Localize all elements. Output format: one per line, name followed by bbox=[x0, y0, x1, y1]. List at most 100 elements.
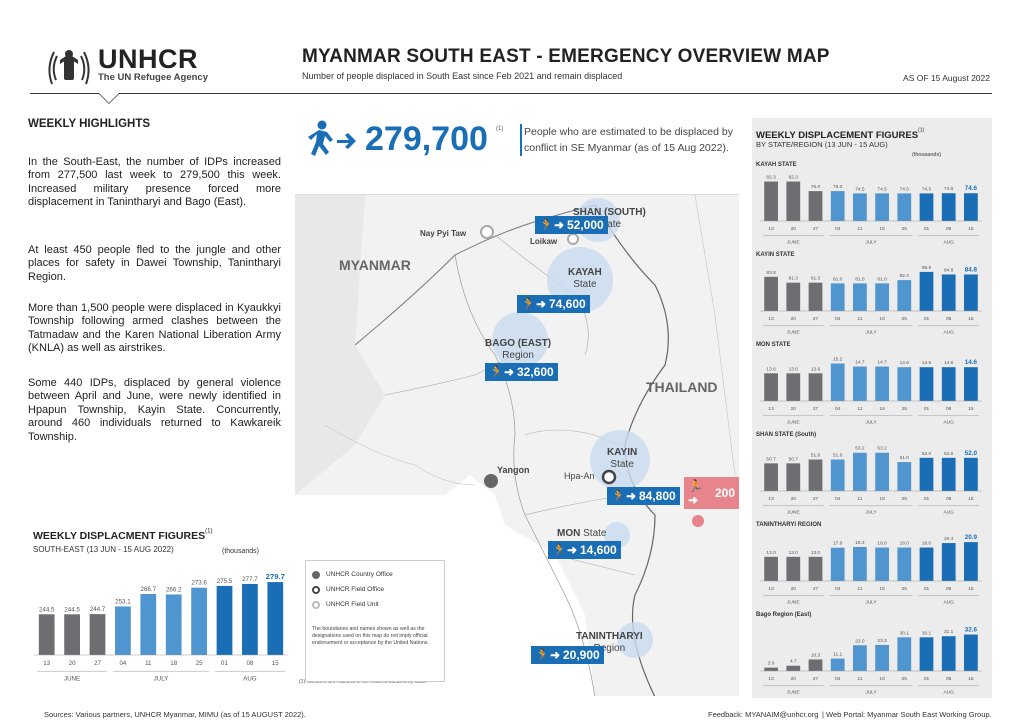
tick-label: 25 bbox=[902, 316, 908, 322]
tick-label: 15 bbox=[968, 586, 974, 592]
tick-label: 27 bbox=[813, 226, 819, 232]
tick-label: 01 bbox=[924, 586, 930, 592]
data-label: 51.6 bbox=[811, 453, 821, 459]
bar bbox=[216, 585, 233, 655]
bar bbox=[941, 636, 956, 671]
tick-label: 15 bbox=[968, 676, 974, 682]
month-label: JUNE bbox=[787, 600, 800, 606]
tick-label: 01 bbox=[221, 660, 228, 667]
data-label: 82.4 bbox=[900, 273, 910, 279]
bar bbox=[964, 193, 978, 221]
data-label: 11.1 bbox=[833, 652, 842, 658]
org-subtitle: The UN Refugee Agency bbox=[98, 72, 208, 83]
bar bbox=[64, 614, 80, 655]
page-title: MYANMAR SOUTH EAST - EMERGENCY OVERVIEW … bbox=[302, 46, 830, 67]
bar bbox=[764, 556, 778, 581]
data-label: 14.6 bbox=[965, 359, 978, 366]
bar bbox=[38, 614, 55, 655]
bar bbox=[165, 594, 182, 655]
person-arrow-icon: 🏃➜ bbox=[539, 218, 564, 232]
unhcr-emblem-icon bbox=[48, 50, 90, 85]
footer-portal: | Web Portal: Myanmar South East Working… bbox=[822, 710, 992, 719]
month-label: JULY bbox=[865, 420, 877, 426]
bar bbox=[808, 556, 823, 581]
data-label: 273.6 bbox=[191, 580, 207, 587]
field-unit-icon bbox=[312, 600, 320, 609]
data-label: 85.9 bbox=[922, 265, 932, 271]
bar bbox=[941, 543, 956, 581]
se-chart-title: WEEKLY DISPLACMENT FIGURES bbox=[33, 530, 206, 542]
state-label-tanintharyi: TANINTHARYI Region bbox=[576, 631, 643, 654]
bar bbox=[764, 373, 778, 401]
page-subtitle: Number of people displaced in South East… bbox=[302, 71, 623, 81]
se-chart-unit: (thousands) bbox=[222, 548, 259, 555]
data-label: 15.2 bbox=[833, 357, 843, 363]
data-label: 23.0 bbox=[855, 638, 865, 644]
data-label: 81.3 bbox=[789, 276, 799, 282]
bar bbox=[786, 181, 801, 221]
data-label: 81.3 bbox=[811, 276, 821, 282]
data-label: 266.2 bbox=[166, 586, 182, 593]
tick-label: 27 bbox=[813, 586, 819, 592]
tick-label: 18 bbox=[879, 316, 885, 322]
bar bbox=[897, 367, 912, 401]
bar bbox=[764, 181, 778, 221]
tick-label: 13 bbox=[768, 676, 774, 682]
data-label: 74.5 bbox=[877, 186, 887, 192]
bar bbox=[853, 193, 867, 221]
tick-label: 27 bbox=[813, 676, 819, 682]
person-arrow-icon: 🏃➜ bbox=[552, 543, 577, 557]
callout-mon: 🏃➜ 14,600 bbox=[548, 541, 621, 559]
data-label: 244.7 bbox=[90, 606, 106, 613]
tick-label: 20 bbox=[791, 316, 797, 322]
month-label: JULY bbox=[154, 675, 169, 682]
tick-label: 27 bbox=[94, 660, 101, 667]
tick-label: 20 bbox=[791, 676, 797, 682]
tick-label: 04 bbox=[835, 226, 841, 232]
data-label: 18.0 bbox=[922, 541, 932, 547]
state-charts-title-wrap: WEEKLY DISPLACEMENT FIGURES(1) bbox=[756, 127, 925, 141]
bar bbox=[964, 634, 978, 671]
tick-label: 01 bbox=[924, 316, 930, 322]
tick-label: 04 bbox=[835, 676, 841, 682]
bar bbox=[191, 587, 207, 655]
data-label: 18.3 bbox=[855, 540, 865, 546]
state-label-shan-south: SHAN (SOUTH) State bbox=[573, 207, 646, 230]
month-label: JULY bbox=[865, 240, 877, 246]
data-label: 74.6 bbox=[965, 185, 978, 192]
month-label: AUG bbox=[943, 600, 954, 606]
org-name: UNHCR bbox=[98, 44, 198, 74]
data-label: 253.1 bbox=[115, 598, 131, 605]
city-yangon: Yangon bbox=[497, 465, 530, 475]
tick-label: 08 bbox=[946, 586, 952, 592]
data-label: 82.3 bbox=[766, 175, 776, 181]
month-label: JUNE bbox=[787, 690, 800, 696]
bar bbox=[875, 547, 889, 581]
city-loikaw: Loikaw bbox=[530, 237, 558, 246]
tick-label: 13 bbox=[768, 496, 774, 502]
bar bbox=[964, 367, 978, 401]
month-label: AUG bbox=[943, 240, 954, 246]
data-label: 51.0 bbox=[900, 455, 910, 461]
state-label-kayah: KAYAH State bbox=[568, 267, 602, 290]
tick-label: 04 bbox=[119, 660, 126, 667]
bar bbox=[897, 193, 912, 221]
tick-label: 20 bbox=[791, 226, 797, 232]
month-label: AUG bbox=[243, 675, 257, 682]
state-charts-title: WEEKLY DISPLACEMENT FIGURES bbox=[756, 130, 919, 141]
month-label: JUNE bbox=[787, 420, 800, 426]
bar bbox=[853, 645, 867, 671]
data-label: 13.0 bbox=[789, 550, 799, 556]
data-label: 18.0 bbox=[900, 541, 910, 547]
bar bbox=[941, 367, 956, 401]
bar bbox=[875, 193, 889, 221]
tick-label: 01 bbox=[924, 496, 930, 502]
bar bbox=[964, 457, 978, 491]
tick-label: 13 bbox=[768, 316, 774, 322]
bar bbox=[875, 452, 889, 491]
data-label: 53.2 bbox=[855, 446, 865, 452]
bar bbox=[941, 193, 956, 221]
bar bbox=[941, 274, 956, 311]
bar bbox=[919, 637, 934, 671]
callout-shan-south: 🏃➜ 52,000 bbox=[535, 216, 608, 234]
